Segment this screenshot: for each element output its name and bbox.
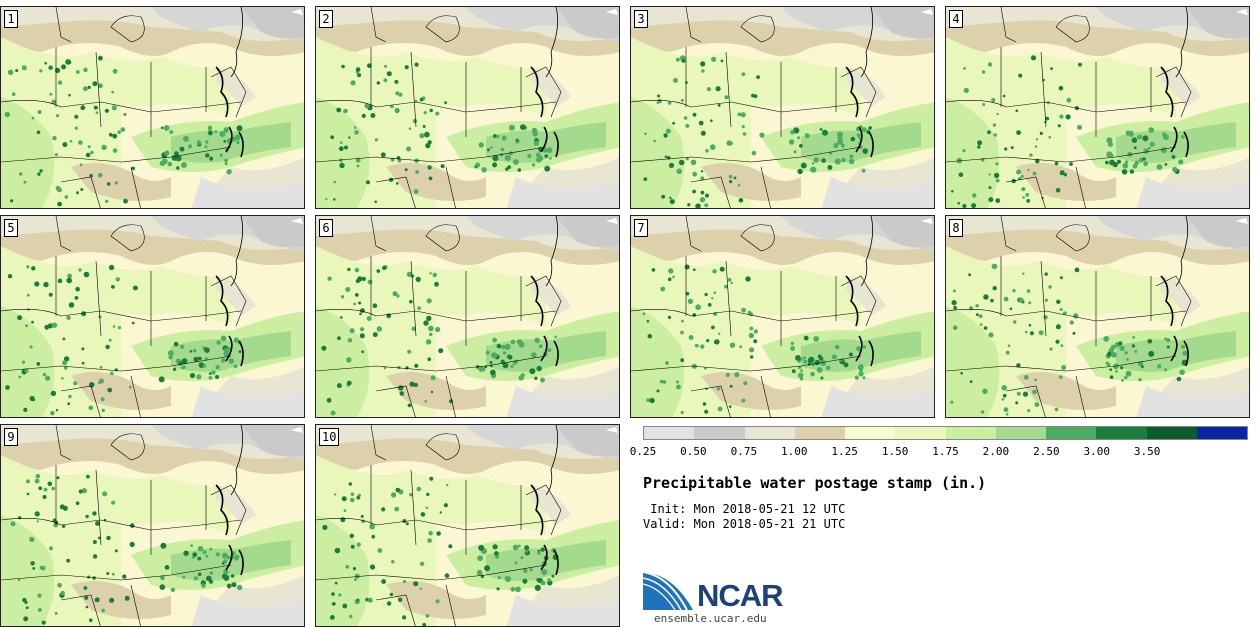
- colorbar-tick-label: 2.00: [982, 445, 1010, 458]
- pw-map: [316, 216, 619, 417]
- map-title: Precipitable water postage stamp (in.): [643, 474, 987, 492]
- colorbar-tick-label: 0.25: [629, 445, 657, 458]
- member-number-label: 10: [319, 428, 340, 446]
- pw-map: [1, 7, 304, 208]
- ensemble-member-panel: 7: [630, 215, 935, 418]
- member-number-label: 9: [4, 428, 18, 446]
- ensemble-member-panel: 2: [315, 6, 620, 209]
- pw-map: [946, 216, 1249, 417]
- pw-map: [1, 216, 304, 417]
- ncar-logo-text: NCAR: [697, 578, 784, 613]
- colorbar-tick-label: 3.50: [1133, 445, 1161, 458]
- member-number-label: 4: [949, 10, 963, 28]
- ensemble-member-panel: 5: [0, 215, 305, 418]
- colorbar: [643, 426, 1248, 440]
- colorbar-segment: [1196, 427, 1247, 439]
- pw-map: [631, 216, 934, 417]
- member-number-label: 6: [319, 219, 333, 237]
- colorbar-tick-label: 0.50: [680, 445, 707, 458]
- pw-map: [1, 425, 304, 626]
- member-number-label: 8: [949, 219, 963, 237]
- member-number-label: 2: [319, 10, 333, 28]
- colorbar-segment: [995, 427, 1046, 439]
- colorbar-segment: [845, 427, 896, 439]
- init-time: Init: Mon 2018-05-21 12 UTC: [643, 502, 846, 516]
- colorbar-segment: [744, 427, 795, 439]
- ncar-logo-icon: [643, 571, 693, 611]
- colorbar-segment: [694, 427, 745, 439]
- pw-map: [316, 425, 619, 626]
- colorbar-segment: [1096, 427, 1147, 439]
- colorbar-segment: [1146, 427, 1197, 439]
- member-number-label: 5: [4, 219, 18, 237]
- colorbar-tick-label: 1.00: [781, 445, 808, 458]
- colorbar-segment: [895, 427, 946, 439]
- ensemble-member-panel: 3: [630, 6, 935, 209]
- colorbar-segment: [945, 427, 996, 439]
- colorbar-tick-label: 1.25: [831, 445, 858, 458]
- ensemble-member-panel: 6: [315, 215, 620, 418]
- ensemble-member-panel: 8: [945, 215, 1250, 418]
- valid-time: Valid: Mon 2018-05-21 21 UTC: [643, 517, 846, 531]
- ensemble-member-panel: 4: [945, 6, 1250, 209]
- colorbar-labels: 0.25 0.50 0.75 1.00 1.25 1.50 1.75 2.00 2.50 3.00…: [630, 445, 1248, 459]
- colorbar-segment: [794, 427, 845, 439]
- source-url: ensemble.ucar.edu: [654, 612, 767, 625]
- member-number-label: 1: [4, 10, 18, 28]
- pw-map: [946, 7, 1249, 208]
- ensemble-member-panel: 9: [0, 424, 305, 627]
- colorbar-tick-label: 1.50: [881, 445, 909, 458]
- pw-map: [316, 7, 619, 208]
- colorbar-tick-label: 0.75: [730, 445, 758, 458]
- ensemble-member-panel: 1: [0, 6, 305, 209]
- colorbar-segment: [1046, 427, 1097, 439]
- colorbar-tick-label: 1.75: [932, 445, 959, 458]
- member-number-label: 7: [634, 219, 648, 237]
- colorbar-tick-label: 3.00: [1083, 445, 1111, 458]
- member-number-label: 3: [634, 10, 648, 28]
- colorbar-tick-label: 2.50: [1033, 445, 1060, 458]
- ensemble-member-panel: 10: [315, 424, 620, 627]
- colorbar-segment: [644, 427, 695, 439]
- pw-map: [631, 7, 934, 208]
